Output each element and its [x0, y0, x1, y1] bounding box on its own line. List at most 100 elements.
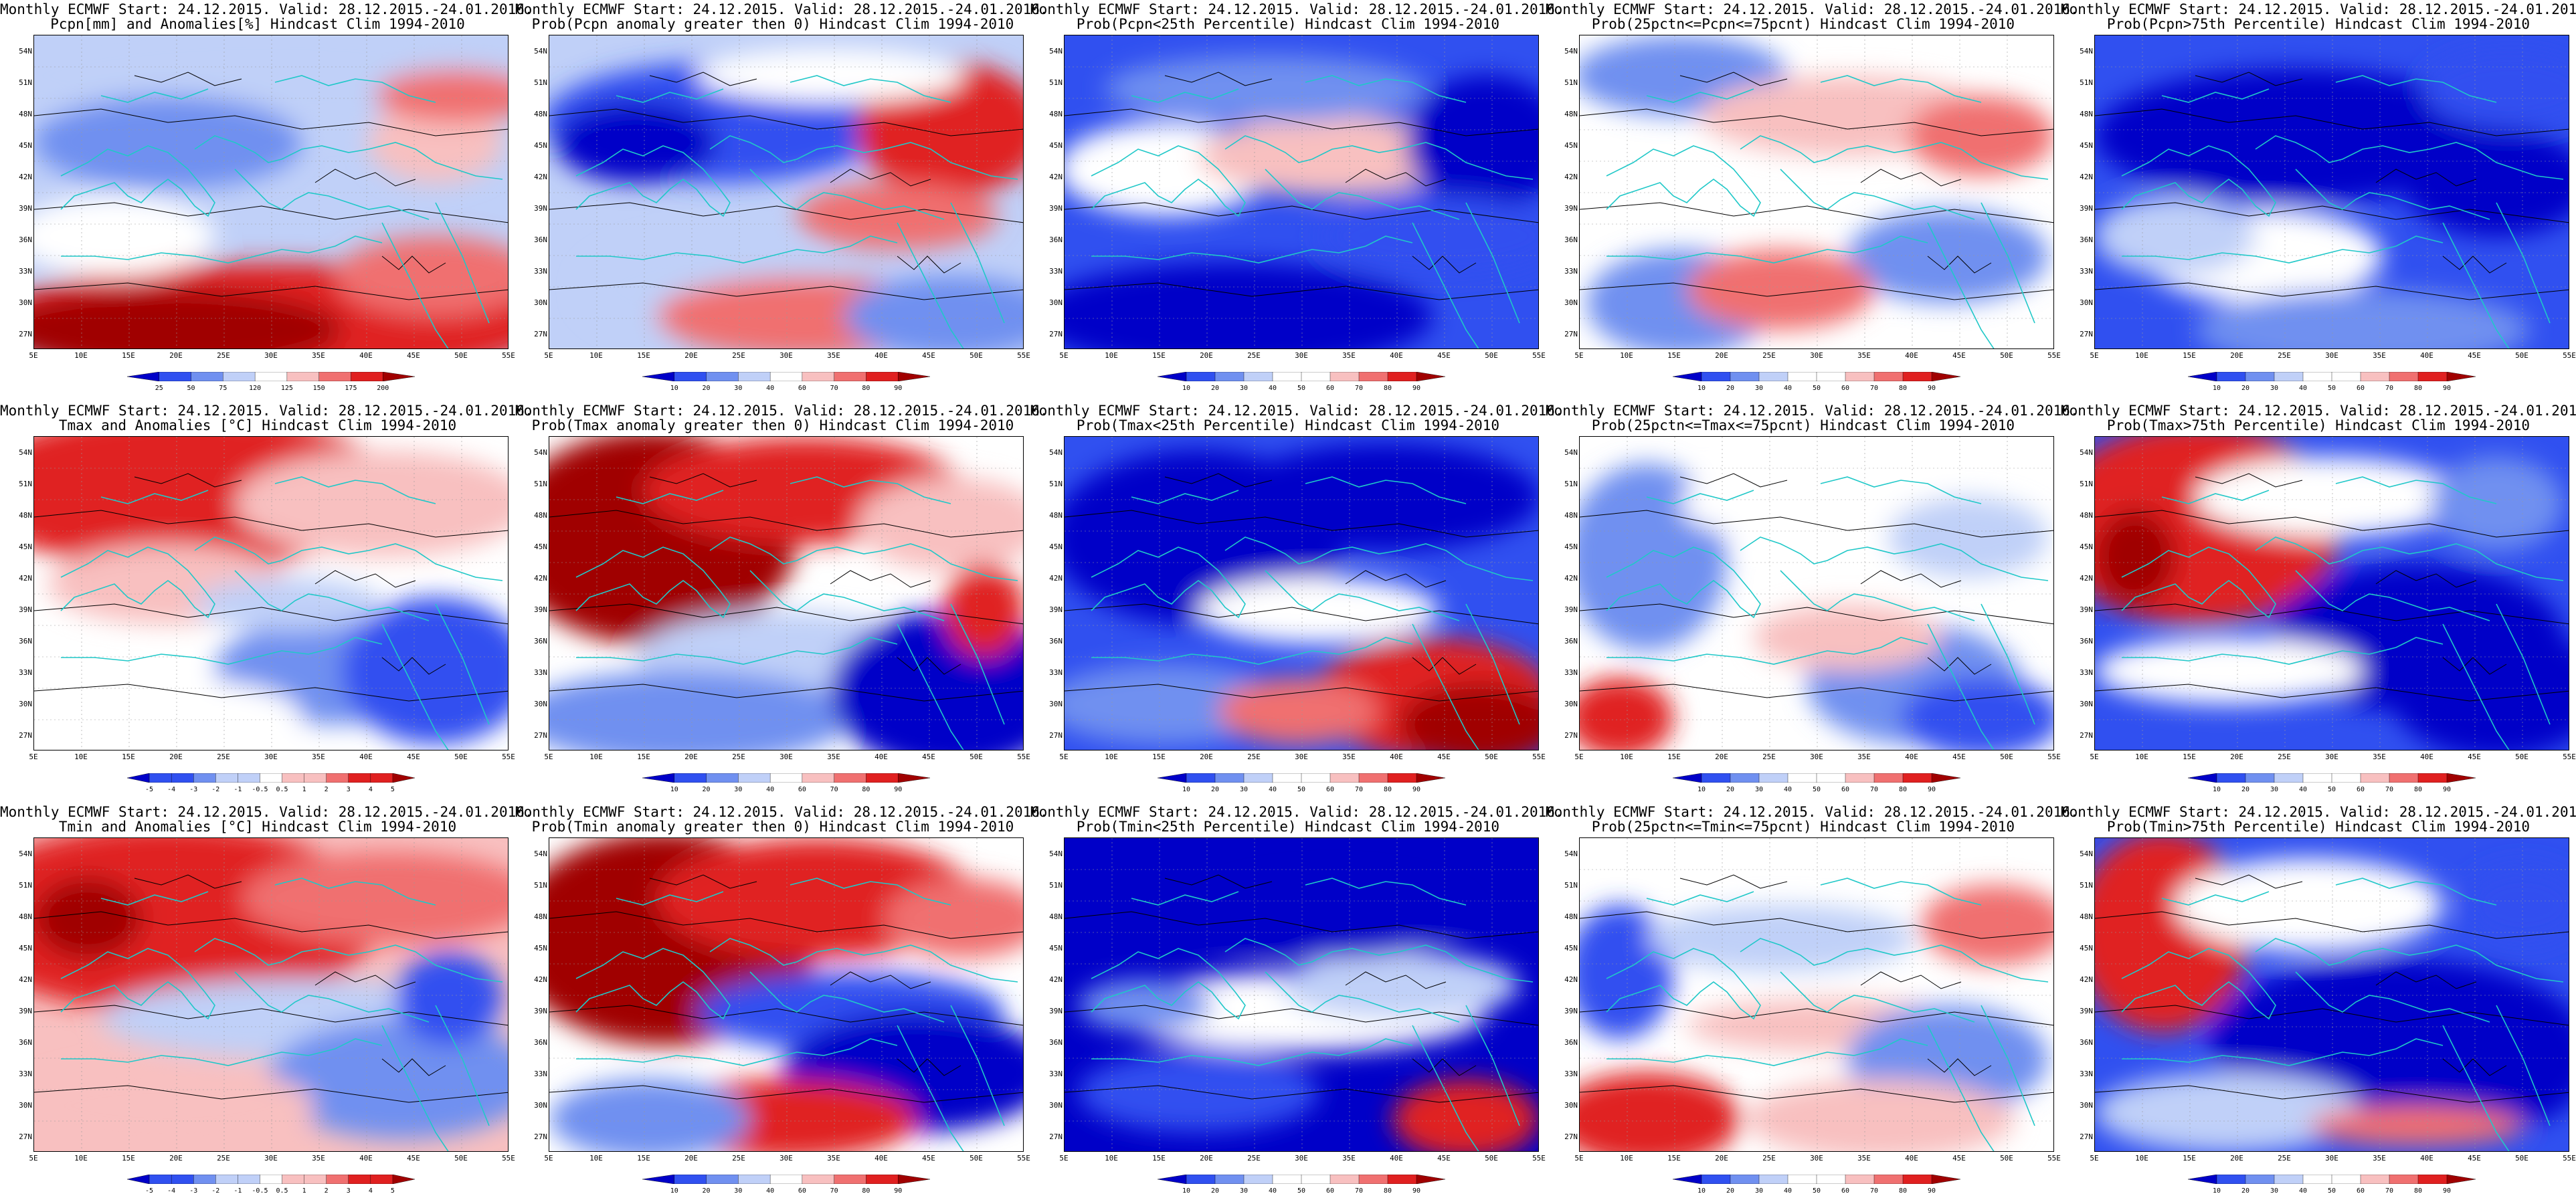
color-bar-bin	[2417, 372, 2448, 381]
color-bar-bin	[1214, 773, 1245, 783]
color-bar-tick-label: 30	[1239, 786, 1249, 793]
latitude-label: 48N	[2080, 511, 2093, 520]
coastline	[1820, 878, 1982, 906]
longitude-label: 25E	[217, 1154, 230, 1163]
latitude-label: 54N	[1564, 849, 1578, 858]
latitude-label: 39N	[2080, 605, 2093, 614]
field-blob	[556, 102, 717, 183]
map-panel: Monthly ECMWF Start: 24.12.2015. Valid: …	[2061, 0, 2576, 401]
longitude-label: 25E	[2278, 351, 2291, 360]
contour-line	[1580, 1005, 2053, 1026]
color-bar-tick-label: 90	[1927, 786, 1936, 793]
contour-line	[1164, 874, 1273, 889]
color-bar	[1673, 372, 1960, 381]
color-bar-bin	[1873, 773, 1904, 783]
color-bar-tick-label: 200	[377, 385, 389, 392]
color-bar-bin	[159, 372, 192, 381]
longitude-label: 55E	[502, 351, 515, 360]
color-bar-bin	[2216, 773, 2246, 783]
color-bar-bin	[1329, 372, 1360, 381]
color-bar-bin	[127, 773, 150, 783]
latitude-label: 48N	[1564, 912, 1578, 921]
color-bar-tick-label: 90	[894, 786, 903, 793]
longitude-label: 55E	[502, 1154, 515, 1163]
color-bar-tick-label: 10	[2212, 786, 2221, 793]
latitude-label: 51N	[19, 480, 32, 488]
map-area	[2094, 436, 2569, 750]
color-bar-tick-label: 150	[312, 385, 325, 392]
color-bar-tick-label: -1	[234, 786, 242, 793]
color-bar-tick-label: 40	[2298, 1187, 2308, 1195]
color-bar-bin	[1673, 372, 1702, 381]
field-blob	[2195, 457, 2463, 537]
contour-line	[1065, 1085, 1538, 1103]
latitude-label: 33N	[534, 267, 547, 276]
latitude-label: 45N	[1049, 141, 1063, 150]
color-bar-bin	[1243, 1175, 1273, 1184]
contour-line	[2442, 256, 2507, 274]
field-blob	[1392, 1079, 1538, 1151]
coastline	[2442, 623, 2510, 750]
latitude-label: 39N	[1564, 204, 1578, 213]
longitude-label: 5E	[2090, 752, 2099, 761]
coastline	[2335, 75, 2497, 103]
color-bar-tick-label: 80	[1383, 385, 1392, 392]
field-blob	[1888, 497, 2048, 577]
color-bar-tick-label: -5	[145, 786, 154, 793]
color-bar-bin	[1845, 773, 1875, 783]
color-bar-bin	[738, 1175, 771, 1184]
color-bar-bin	[1701, 1175, 1731, 1184]
color-bar-tick-label: 20	[1726, 1187, 1735, 1195]
contour-line	[1065, 603, 1538, 625]
longitude-label: 40E	[359, 351, 373, 360]
latitude-label: 42N	[2080, 173, 2093, 181]
latitude-label: 27N	[2080, 1132, 2093, 1141]
field-blob	[2195, 290, 2530, 348]
map-area	[549, 436, 1024, 750]
color-bar-bin	[2245, 1175, 2275, 1184]
latitude-label: 36N	[1049, 235, 1063, 244]
coastline	[749, 570, 945, 621]
latitude-label: 54N	[1049, 47, 1063, 56]
coastline	[1412, 1025, 1479, 1151]
coastline	[61, 1038, 383, 1066]
latitude-label: 36N	[19, 1038, 32, 1047]
color-bar-bin	[193, 1175, 217, 1184]
longitude-label: 30E	[779, 752, 793, 761]
map-area	[1064, 837, 1539, 1152]
color-bar-tick-label: 10	[1182, 1187, 1191, 1195]
longitude-label: 55E	[2563, 1154, 2576, 1163]
longitude-label: 20E	[2230, 1154, 2243, 1163]
longitude-label: 55E	[2047, 1154, 2061, 1163]
color-bar-bin	[769, 1175, 803, 1184]
color-bar-tick-label: 30	[2270, 1187, 2279, 1195]
panel-title-line1: Monthly ECMWF Start: 24.12.2015. Valid: …	[1546, 804, 2079, 820]
color-bar-tick-label: 40	[766, 385, 775, 392]
latitude-label: 27N	[19, 731, 32, 740]
contour-line	[549, 510, 1023, 538]
longitude-label: 40E	[1390, 351, 1403, 360]
longitude-label: 35E	[2373, 1154, 2386, 1163]
coastline	[100, 490, 209, 504]
longitude-label: 50E	[2000, 752, 2013, 761]
color-bar-tick-label: 40	[2298, 786, 2308, 793]
coastline	[2122, 637, 2444, 665]
coastline	[950, 1005, 1005, 1126]
color-bar-tick-label: 10	[1697, 786, 1706, 793]
field-blob	[2463, 865, 2569, 945]
longitude-label: 30E	[1810, 351, 1823, 360]
color-bar-bin	[2360, 1175, 2390, 1184]
coastline	[1740, 135, 2049, 180]
color-bar-bin	[2446, 1175, 2476, 1184]
coastline	[1091, 546, 1246, 619]
color-bar-tick-label: 60	[1325, 1187, 1335, 1195]
contour-line	[381, 256, 446, 274]
color-bar-tick-label: 20	[1210, 385, 1220, 392]
field-blob	[1198, 878, 1466, 959]
latitude-label: 39N	[534, 204, 547, 213]
map-field	[549, 35, 1023, 348]
coastline	[194, 536, 503, 581]
color-bar-bin	[2274, 372, 2304, 381]
panel-title-line1: Monthly ECMWF Start: 24.12.2015. Valid: …	[0, 403, 533, 419]
color-bar-tick-label: 30	[1754, 786, 1764, 793]
